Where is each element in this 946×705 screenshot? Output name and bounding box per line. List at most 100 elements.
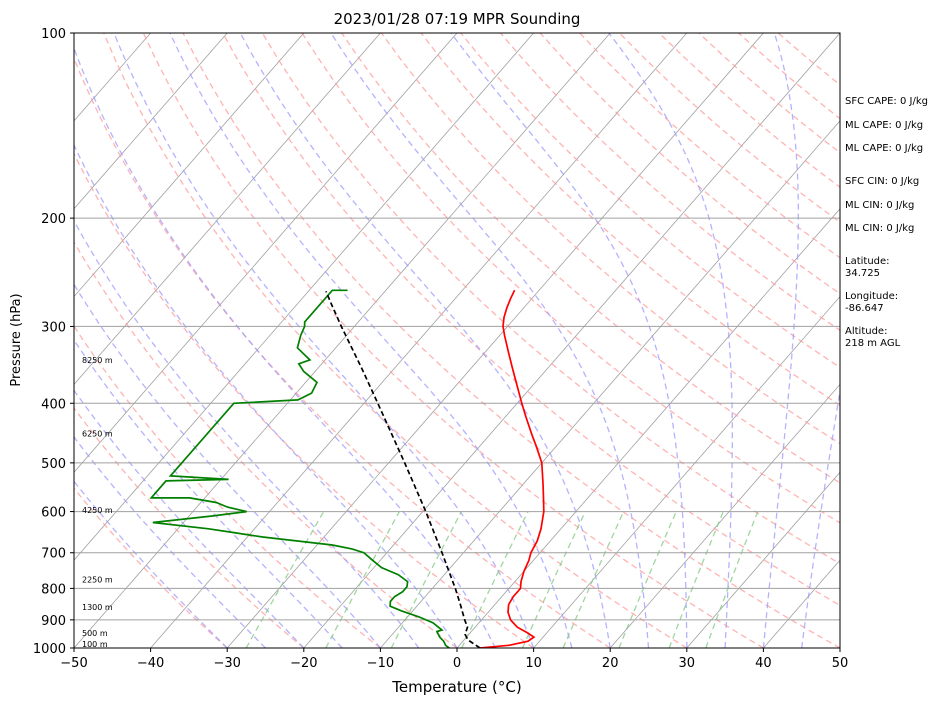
isotherm-line: [74, 33, 381, 386]
height-label: 2250 m: [82, 575, 113, 584]
y-tick-label: 1000: [33, 642, 66, 657]
dry-adiabat-line: [74, 487, 228, 648]
sounding-info-panel: SFC CAPE: 0 J/kg ML CAPE: 0 J/kg ML CAPE: …: [845, 96, 928, 349]
info-line: SFC CIN: 0 J/kg: [845, 176, 919, 187]
y-tick-label: 200: [41, 212, 66, 227]
isotherm-line: [226, 33, 764, 648]
height-labels: 100 m 500 m 1300 m 2250 m 4250 m 6250 m 8250 m: [82, 356, 113, 649]
isotherm-line: [686, 471, 840, 648]
dry-adiabat-line: [182, 33, 840, 648]
x-tick-label: 30: [679, 656, 696, 671]
isotherm-line: [303, 33, 840, 648]
dry-adiabat-line: [74, 406, 305, 648]
mixing-ratio-line: [325, 511, 400, 648]
info-line: ML CAPE: 0 J/kg: [845, 120, 923, 131]
y-axis-label: Pressure (hPa): [9, 293, 24, 386]
dry-adiabat-line: [499, 33, 840, 332]
dry-adiabat-line: [460, 33, 840, 369]
isotherm-line: [74, 33, 305, 298]
isotherm-line: [74, 33, 458, 473]
info-line: 218 m AGL: [845, 338, 901, 349]
moist-adiabat-line: [169, 33, 573, 648]
dry-adiabat-line: [74, 56, 611, 648]
dewpoint-line: [149, 289, 450, 648]
isotherm-line: [609, 383, 840, 648]
moist-adiabat-line: [762, 33, 799, 648]
info-line: ML CAPE: 0 J/kg: [845, 143, 923, 154]
profile-lines: [149, 289, 545, 648]
y-tick-label: 900: [41, 614, 66, 629]
info-line: ML CIN: 0 J/kg: [845, 200, 914, 211]
dry-adiabat-line: [103, 33, 688, 648]
moist-adiabat-line: [330, 33, 650, 648]
dry-adiabat-line: [142, 33, 764, 648]
moist-adiabat-line: [74, 389, 305, 648]
info-line: 34.725: [845, 268, 880, 279]
info-line: -86.647: [845, 303, 884, 314]
dry-adiabat-line: [74, 152, 534, 648]
moist-adiabat-line: [74, 219, 420, 648]
x-tick-label: 50: [832, 656, 849, 671]
x-tick-label: 20: [602, 656, 619, 671]
height-label: 6250 m: [82, 430, 113, 439]
height-label: 500 m: [82, 629, 108, 638]
axis-ticks: −50 −40 −30 −20 −10 0 10 20 30 40 50 1000 900 800 700 6…: [33, 27, 848, 671]
y-tick-label: 100: [41, 27, 66, 42]
height-label: 1300 m: [82, 603, 113, 612]
mixing-ratio-line: [562, 511, 625, 648]
x-tick-label: 0: [453, 656, 461, 671]
x-tick-label: −10: [367, 656, 394, 671]
isotherm-line: [74, 33, 228, 210]
dry-adiabat-line: [74, 240, 458, 648]
mixing-ratio-line: [461, 511, 529, 648]
info-line: SFC CAPE: 0 J/kg: [845, 96, 928, 107]
y-tick-label: 600: [41, 506, 66, 521]
isotherm-line: [456, 208, 840, 648]
x-tick-label: −50: [60, 656, 87, 671]
y-tick-label: 700: [41, 547, 66, 562]
moist-adiabat-line: [74, 46, 496, 648]
height-label: 100 m: [82, 640, 108, 649]
y-tick-label: 800: [41, 582, 66, 597]
isotherm-line: [533, 295, 840, 648]
x-tick-label: −40: [137, 656, 164, 671]
mixing-ratio-line: [245, 511, 325, 648]
info-line: Latitude:: [845, 256, 890, 267]
y-tick-label: 400: [41, 397, 66, 412]
mixing-ratio-line: [618, 511, 677, 648]
temperature-line: [479, 289, 545, 648]
isotherm-line: [74, 33, 534, 561]
parcel-line: [325, 290, 481, 648]
isotherm-line: [74, 33, 611, 648]
moist-adiabat-line: [239, 33, 611, 648]
x-tick-label: 40: [755, 656, 772, 671]
y-tick-label: 300: [41, 320, 66, 335]
moist-adiabat-line: [450, 33, 688, 648]
height-label: 8250 m: [82, 356, 113, 365]
moist-adiabat-line: [801, 387, 840, 648]
info-line: ML CIN: 0 J/kg: [845, 223, 914, 234]
moist-adiabat-line: [74, 143, 458, 648]
y-tick-label: 500: [41, 457, 66, 472]
height-label: 4250 m: [82, 506, 113, 515]
moist-adiabat-line: [74, 480, 228, 648]
dry-adiabat-line: [301, 33, 840, 524]
info-line: Longitude:: [845, 291, 898, 302]
mixing-ratio-line: [705, 511, 759, 648]
x-tick-label: −20: [290, 656, 317, 671]
moist-adiabat-line: [608, 33, 733, 648]
info-line: Altitude:: [845, 326, 887, 337]
isotherm-line: [150, 33, 688, 648]
x-tick-label: −30: [213, 656, 240, 671]
dry-adiabat-line: [539, 33, 840, 295]
dry-adiabat-line: [222, 33, 840, 607]
chart-title: 2023/01/28 07:19 MPR Sounding: [334, 10, 581, 28]
moist-adiabat-line: [113, 33, 535, 648]
mixing-ratio-line: [668, 511, 724, 648]
mixing-ratio-line: [390, 511, 462, 648]
isotherm-line: [380, 120, 840, 648]
moist-adiabat-line: [74, 338, 343, 648]
x-axis-label: Temperature (°C): [391, 678, 521, 696]
reference-lines: [74, 33, 840, 648]
